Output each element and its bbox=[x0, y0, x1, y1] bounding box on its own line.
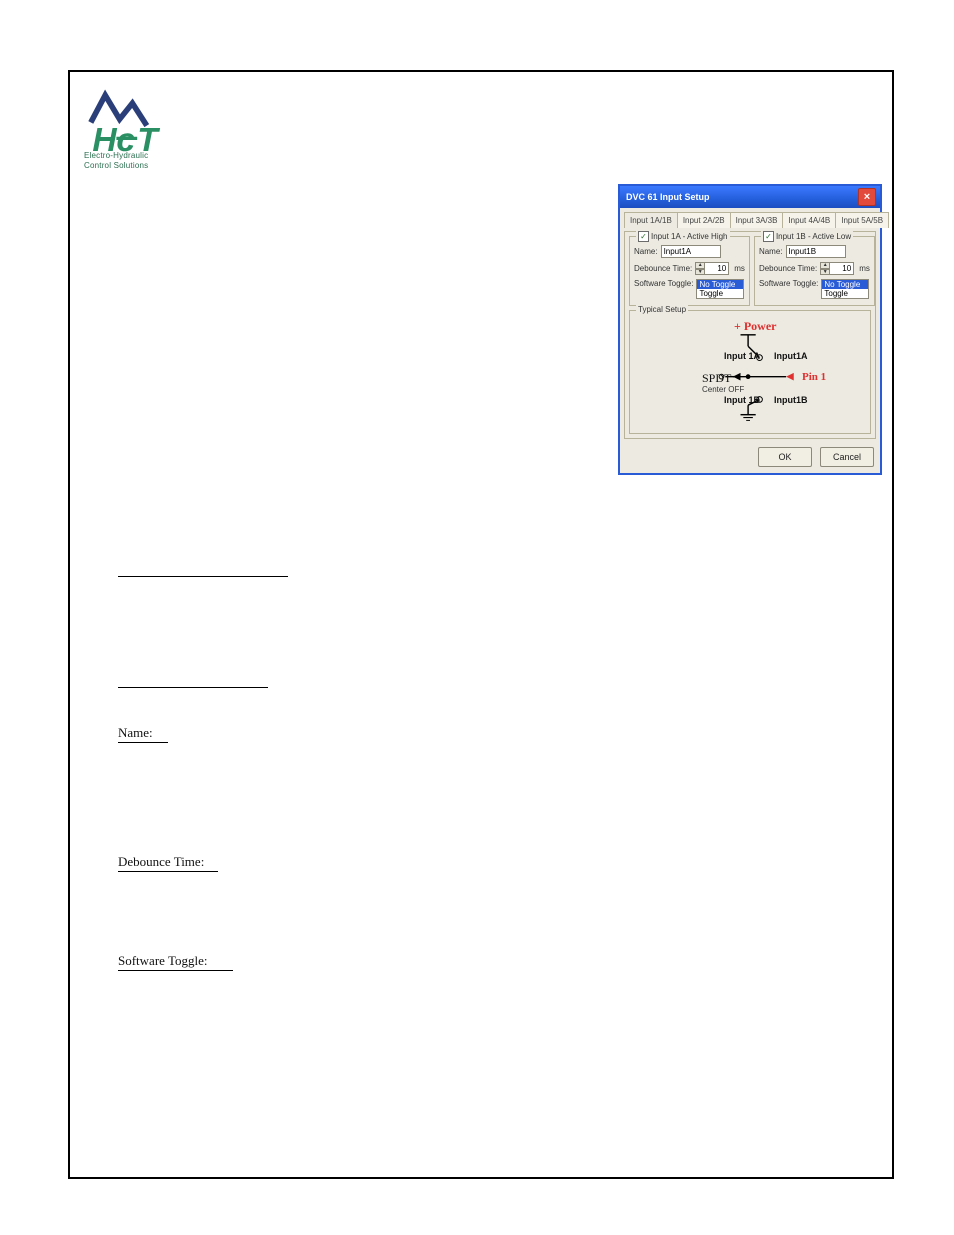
debounce-1a-value[interactable]: 10 bbox=[705, 262, 729, 275]
toggle-1b-opt-notoggle[interactable]: No Toggle bbox=[822, 280, 868, 289]
debounce-1a-spinner[interactable]: ▲▼ 10 bbox=[695, 262, 729, 275]
enable-1b-checkbox[interactable]: ✓ bbox=[763, 231, 774, 242]
toggle-1a-listbox[interactable]: No Toggle Toggle bbox=[696, 279, 744, 299]
diagram-in1a-left: Input 1A bbox=[724, 351, 760, 361]
debounce-1a-label: Debounce Time: bbox=[634, 264, 692, 273]
tab-strip: Input 1A/1B Input 2A/2B Input 3A/3B Inpu… bbox=[624, 212, 876, 228]
toggle-1a-label: Software Toggle: bbox=[634, 279, 693, 288]
debounce-1a-unit: ms bbox=[734, 264, 745, 273]
tab-input-2a2b[interactable]: Input 2A/2B bbox=[677, 212, 731, 228]
dialog-titlebar[interactable]: DVC 61 Input Setup × bbox=[618, 184, 882, 208]
name-1b-input[interactable] bbox=[786, 245, 846, 258]
cancel-button[interactable]: Cancel bbox=[820, 447, 874, 467]
name-1a-input[interactable] bbox=[661, 245, 721, 258]
diagram-in1b-right: Input1B bbox=[774, 395, 808, 405]
tab-input-5a5b[interactable]: Input 5A/5B bbox=[835, 212, 889, 228]
logo-caption-2: Control Solutions bbox=[84, 161, 148, 170]
toggle-1a-opt-toggle[interactable]: Toggle bbox=[697, 289, 743, 298]
debounce-1b-label: Debounce Time: bbox=[759, 264, 817, 273]
diagram-center-off: Center OFF bbox=[702, 385, 744, 394]
input-setup-dialog: DVC 61 Input Setup × Input 1A/1B Input 2… bbox=[618, 186, 882, 475]
group-input-1a: ✓ Input 1A - Active High Name: Debounce … bbox=[629, 236, 750, 306]
group-input-1b: ✓ Input 1B - Active Low Name: Debounce T… bbox=[754, 236, 875, 306]
diagram-spdt: SPDT bbox=[702, 371, 731, 386]
tab-panel: ✓ Input 1A - Active High Name: Debounce … bbox=[624, 231, 876, 439]
typical-setup-group: Typical Setup + Power bbox=[629, 310, 871, 434]
debounce-1b-value[interactable]: 10 bbox=[830, 262, 854, 275]
page: H c T Electro-Hydraulic Control Solution… bbox=[0, 0, 954, 1235]
doc-label-debounce: Debounce Time: bbox=[118, 854, 218, 872]
name-1a-label: Name: bbox=[634, 247, 658, 256]
debounce-1b-spinner[interactable]: ▲▼ 10 bbox=[820, 262, 854, 275]
wiring-diagram: + Power bbox=[634, 315, 866, 425]
close-icon[interactable]: × bbox=[858, 188, 876, 206]
diagram-in1b-left: Input 1B bbox=[724, 395, 760, 405]
debounce-1b-unit: ms bbox=[859, 264, 870, 273]
tab-input-1a1b[interactable]: Input 1A/1B bbox=[624, 212, 678, 228]
doc-label-name: Name: bbox=[118, 725, 168, 743]
typical-setup-legend: Typical Setup bbox=[636, 305, 688, 314]
toggle-1b-listbox[interactable]: No Toggle Toggle bbox=[821, 279, 869, 299]
spin-down-icon[interactable]: ▼ bbox=[695, 269, 705, 276]
logo-caption-1: Electro-Hydraulic bbox=[84, 151, 148, 160]
doc-label-toggle: Software Toggle: bbox=[118, 953, 233, 971]
group-1b-legend: Input 1B - Active Low bbox=[776, 232, 851, 241]
diagram-in1a-right: Input1A bbox=[774, 351, 808, 361]
name-1b-label: Name: bbox=[759, 247, 783, 256]
doc-text-area: Name: Debounce Time: Software Toggle: bbox=[118, 558, 418, 971]
ok-button[interactable]: OK bbox=[758, 447, 812, 467]
spin-down-icon[interactable]: ▼ bbox=[820, 269, 830, 276]
tab-input-3a3b[interactable]: Input 3A/3B bbox=[730, 212, 784, 228]
enable-1a-checkbox[interactable]: ✓ bbox=[638, 231, 649, 242]
toggle-1a-opt-notoggle[interactable]: No Toggle bbox=[697, 280, 743, 289]
doc-underline-2 bbox=[118, 670, 268, 688]
diagram-pin1: Pin 1 bbox=[802, 371, 826, 383]
group-1a-legend: Input 1A - Active High bbox=[651, 232, 728, 241]
toggle-1b-label: Software Toggle: bbox=[759, 279, 818, 288]
toggle-1b-opt-toggle[interactable]: Toggle bbox=[822, 289, 868, 298]
doc-underline-1 bbox=[118, 559, 288, 577]
tab-input-4a4b[interactable]: Input 4A/4B bbox=[782, 212, 836, 228]
dialog-title: DVC 61 Input Setup bbox=[626, 192, 710, 202]
